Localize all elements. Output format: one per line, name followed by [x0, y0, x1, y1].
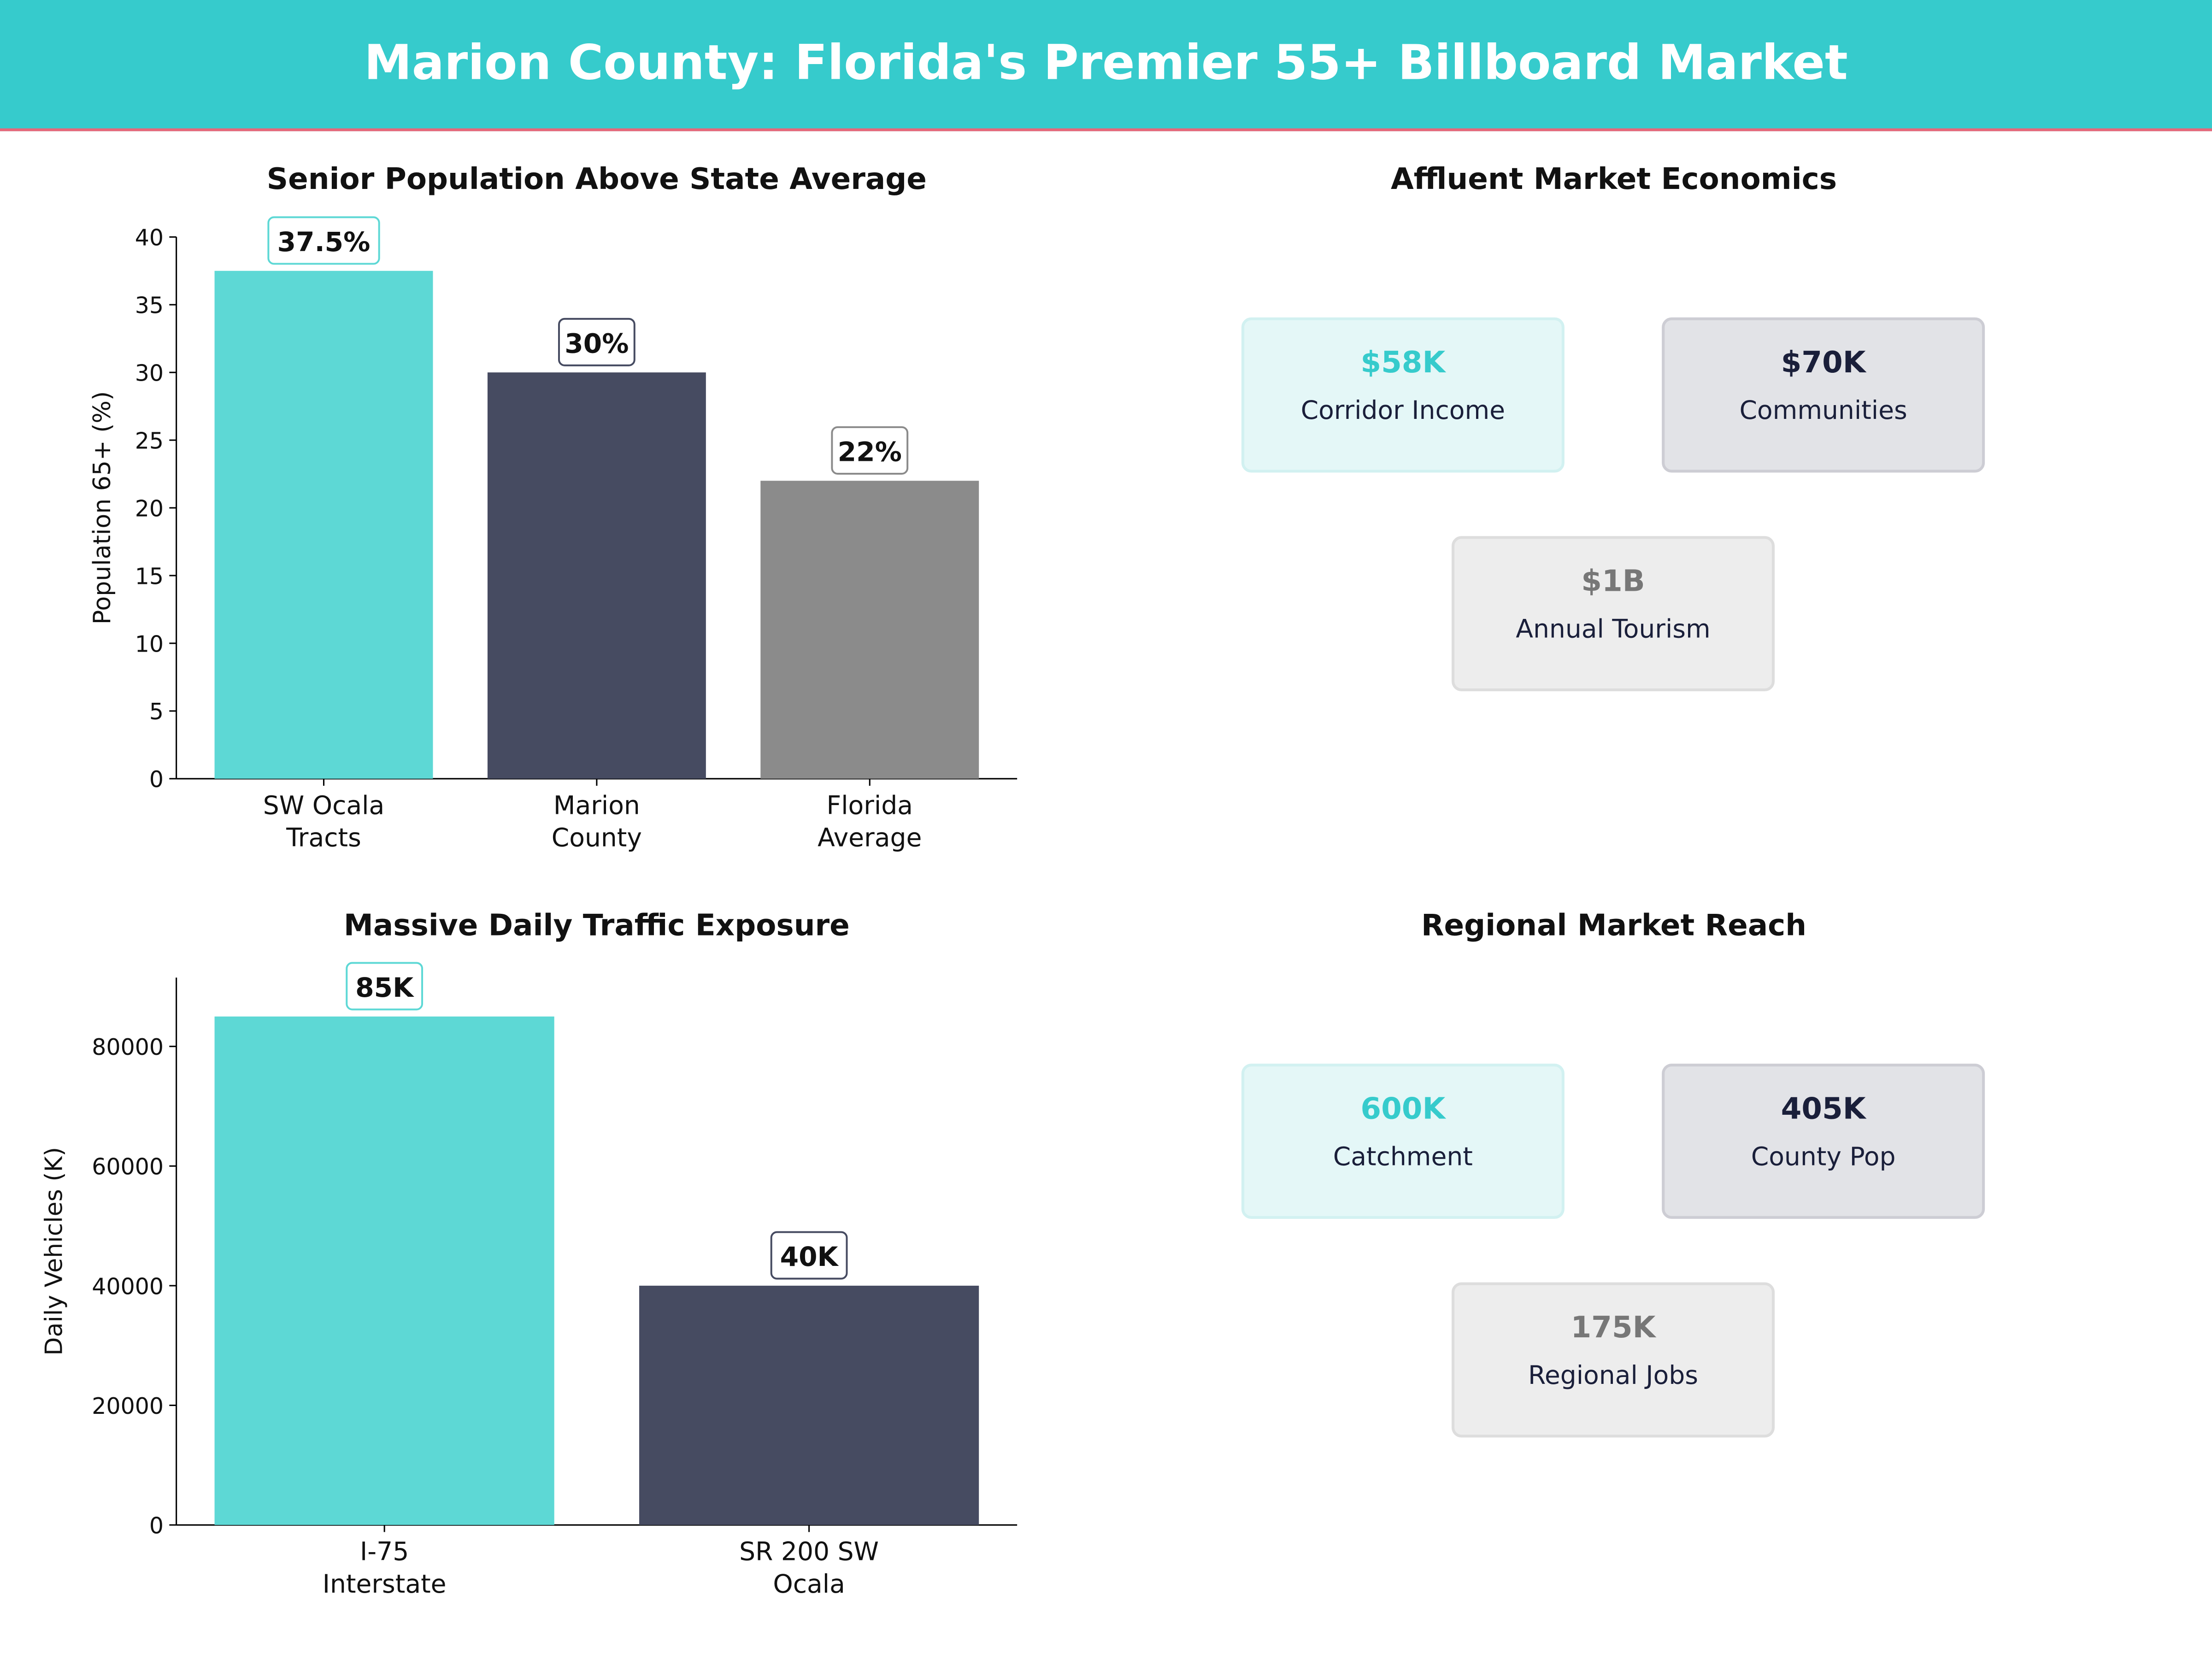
x-tick-label: Marion: [553, 790, 640, 820]
data-label: 40K: [780, 1241, 839, 1272]
bar: [214, 1016, 554, 1525]
reach-title: Regional Market Reach: [1421, 908, 1807, 942]
data-label: 30%: [565, 328, 629, 359]
y-tick-label: 5: [149, 699, 164, 725]
x-tick-label: County: [552, 823, 642, 853]
card-label: Catchment: [1333, 1142, 1473, 1172]
card-regional-jobs: 175K Regional Jobs: [1451, 1282, 1775, 1438]
y-tick-label: 80000: [92, 1034, 164, 1060]
y-tick-label: 0: [149, 766, 164, 793]
data-label-box: [770, 1231, 848, 1280]
card-label: Annual Tourism: [1516, 615, 1711, 645]
y-tick-label: 10: [135, 631, 164, 657]
y-tick-label: 40: [135, 225, 164, 251]
bar: [214, 271, 433, 779]
chart-title-senior: Senior Population Above State Average: [266, 162, 927, 196]
y-tick-label: 25: [135, 428, 164, 454]
x-tick-label: I-75: [360, 1537, 409, 1566]
card-catchment: 600K Catchment: [1241, 1064, 1565, 1219]
card-value: $70K: [1781, 345, 1866, 380]
x-tick-label: Florida: [827, 790, 913, 820]
data-label: 22%: [838, 436, 902, 467]
economics-title: Affluent Market Economics: [1390, 162, 1837, 196]
card-label: Communities: [1739, 396, 1907, 426]
card-value: $1B: [1581, 564, 1645, 598]
x-tick-label: Ocala: [773, 1569, 845, 1599]
bar: [760, 481, 979, 779]
card-corridor-income: $58K Corridor Income: [1241, 317, 1565, 473]
x-tick-label: Average: [818, 823, 922, 853]
y-tick-label: 20: [135, 495, 164, 522]
data-label-box: [346, 962, 424, 1011]
card-label: Corridor Income: [1300, 396, 1506, 426]
chart-title-traffic: Massive Daily Traffic Exposure: [343, 908, 850, 942]
x-tick-label: SW Ocala: [263, 790, 384, 820]
card-annual-tourism: $1B Annual Tourism: [1451, 536, 1775, 691]
y-tick-label: 20000: [92, 1393, 164, 1419]
y-tick-label: 60000: [92, 1154, 164, 1180]
x-tick-label: Tracts: [286, 823, 361, 853]
y-tick-label: 35: [135, 293, 164, 319]
card-county-pop: 405K County Pop: [1662, 1064, 1985, 1219]
data-label-box: [267, 216, 380, 265]
y-tick-label: 30: [135, 360, 164, 387]
y-axis-label: Population 65+ (%): [88, 391, 116, 624]
card-value: 600K: [1360, 1092, 1446, 1126]
data-label-box: [831, 426, 909, 475]
card-value: 405K: [1781, 1092, 1866, 1126]
x-tick-label: SR 200 SW: [739, 1537, 879, 1566]
bar: [487, 372, 706, 779]
y-tick-label: 15: [135, 563, 164, 589]
card-communities: $70K Communities: [1662, 317, 1985, 473]
y-tick-label: 0: [149, 1513, 164, 1539]
y-axis-label: Daily Vehicles (K): [41, 1147, 68, 1356]
y-tick-label: 40000: [92, 1273, 164, 1300]
page-title: Marion County: Florida's Premier 55+ Bil…: [364, 35, 1848, 92]
data-label-box: [558, 318, 635, 366]
header-banner: Marion County: Florida's Premier 55+ Bil…: [0, 0, 2212, 131]
card-label: Regional Jobs: [1528, 1361, 1698, 1391]
card-value: 175K: [1571, 1310, 1656, 1345]
card-label: County Pop: [1751, 1142, 1896, 1172]
bar: [639, 1285, 979, 1525]
x-tick-label: Interstate: [323, 1569, 447, 1599]
card-value: $58K: [1360, 345, 1446, 380]
data-label: 37.5%: [277, 226, 371, 258]
data-label: 85K: [355, 972, 414, 1003]
